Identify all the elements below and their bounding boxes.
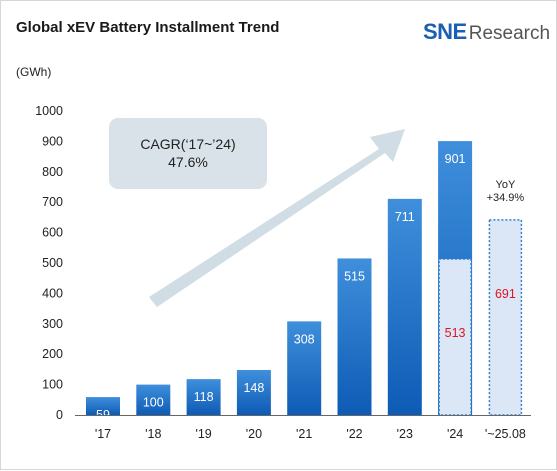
logo-suffix: Research bbox=[468, 23, 551, 44]
partial-value-label: 513 bbox=[445, 326, 466, 340]
y-tick-label: 600 bbox=[42, 226, 63, 240]
x-tick-label: '18 bbox=[145, 427, 161, 441]
y-tick-label: 0 bbox=[56, 408, 63, 422]
bar bbox=[337, 258, 372, 415]
x-tick-label: '20 bbox=[246, 427, 262, 441]
bar bbox=[287, 321, 322, 415]
yoy-label: YoY bbox=[496, 179, 516, 191]
bar-value-label: 100 bbox=[143, 396, 164, 410]
chart-title: Global xEV Battery Installment Trend bbox=[16, 19, 280, 36]
y-tick-label: 100 bbox=[42, 378, 63, 392]
x-tick-label: '22 bbox=[346, 427, 362, 441]
bar-value-label: 308 bbox=[294, 332, 315, 346]
cagr-value: 47.6% bbox=[168, 154, 208, 170]
bar-value-label: 901 bbox=[445, 152, 466, 166]
bar bbox=[86, 397, 120, 415]
partial-bar bbox=[438, 258, 472, 416]
bar-value-label: 148 bbox=[243, 381, 264, 395]
x-tick-label: '24 bbox=[447, 427, 463, 441]
bar bbox=[236, 370, 271, 415]
y-tick-label: 500 bbox=[42, 256, 63, 270]
growth-arrow bbox=[149, 129, 405, 307]
bar-value-label: 515 bbox=[344, 269, 365, 283]
bar-value-label: 118 bbox=[194, 390, 214, 404]
cagr-label: CAGR(‘17~’24) bbox=[140, 136, 235, 152]
y-tick-label: 800 bbox=[42, 165, 63, 179]
sne-research-logo: SNE Research bbox=[423, 19, 550, 45]
y-tick-label: 300 bbox=[42, 317, 63, 331]
y-tick-label: 400 bbox=[42, 286, 63, 300]
y-tick-label: 900 bbox=[42, 134, 63, 148]
bar bbox=[136, 384, 171, 415]
partial-bar bbox=[488, 219, 523, 416]
yoy-value: +34.9% bbox=[487, 192, 525, 204]
x-tick-label: '21 bbox=[296, 427, 312, 441]
x-tick-label: '~25.08 bbox=[485, 427, 526, 441]
x-tick-label: '17 bbox=[95, 427, 111, 441]
y-tick-label: 1000 bbox=[35, 104, 63, 118]
x-tick-label: '19 bbox=[195, 427, 211, 441]
y-axis-unit: (GWh) bbox=[16, 65, 52, 79]
y-tick-label: 700 bbox=[42, 195, 63, 209]
bar bbox=[387, 198, 422, 415]
x-tick-label: '23 bbox=[397, 427, 413, 441]
bar bbox=[186, 379, 221, 415]
y-tick-label: 200 bbox=[42, 347, 63, 361]
logo-brand: SNE bbox=[423, 19, 467, 44]
cagr-box bbox=[109, 118, 267, 189]
partial-value-label: 691 bbox=[495, 287, 516, 301]
bar-value-label: 711 bbox=[395, 210, 415, 224]
